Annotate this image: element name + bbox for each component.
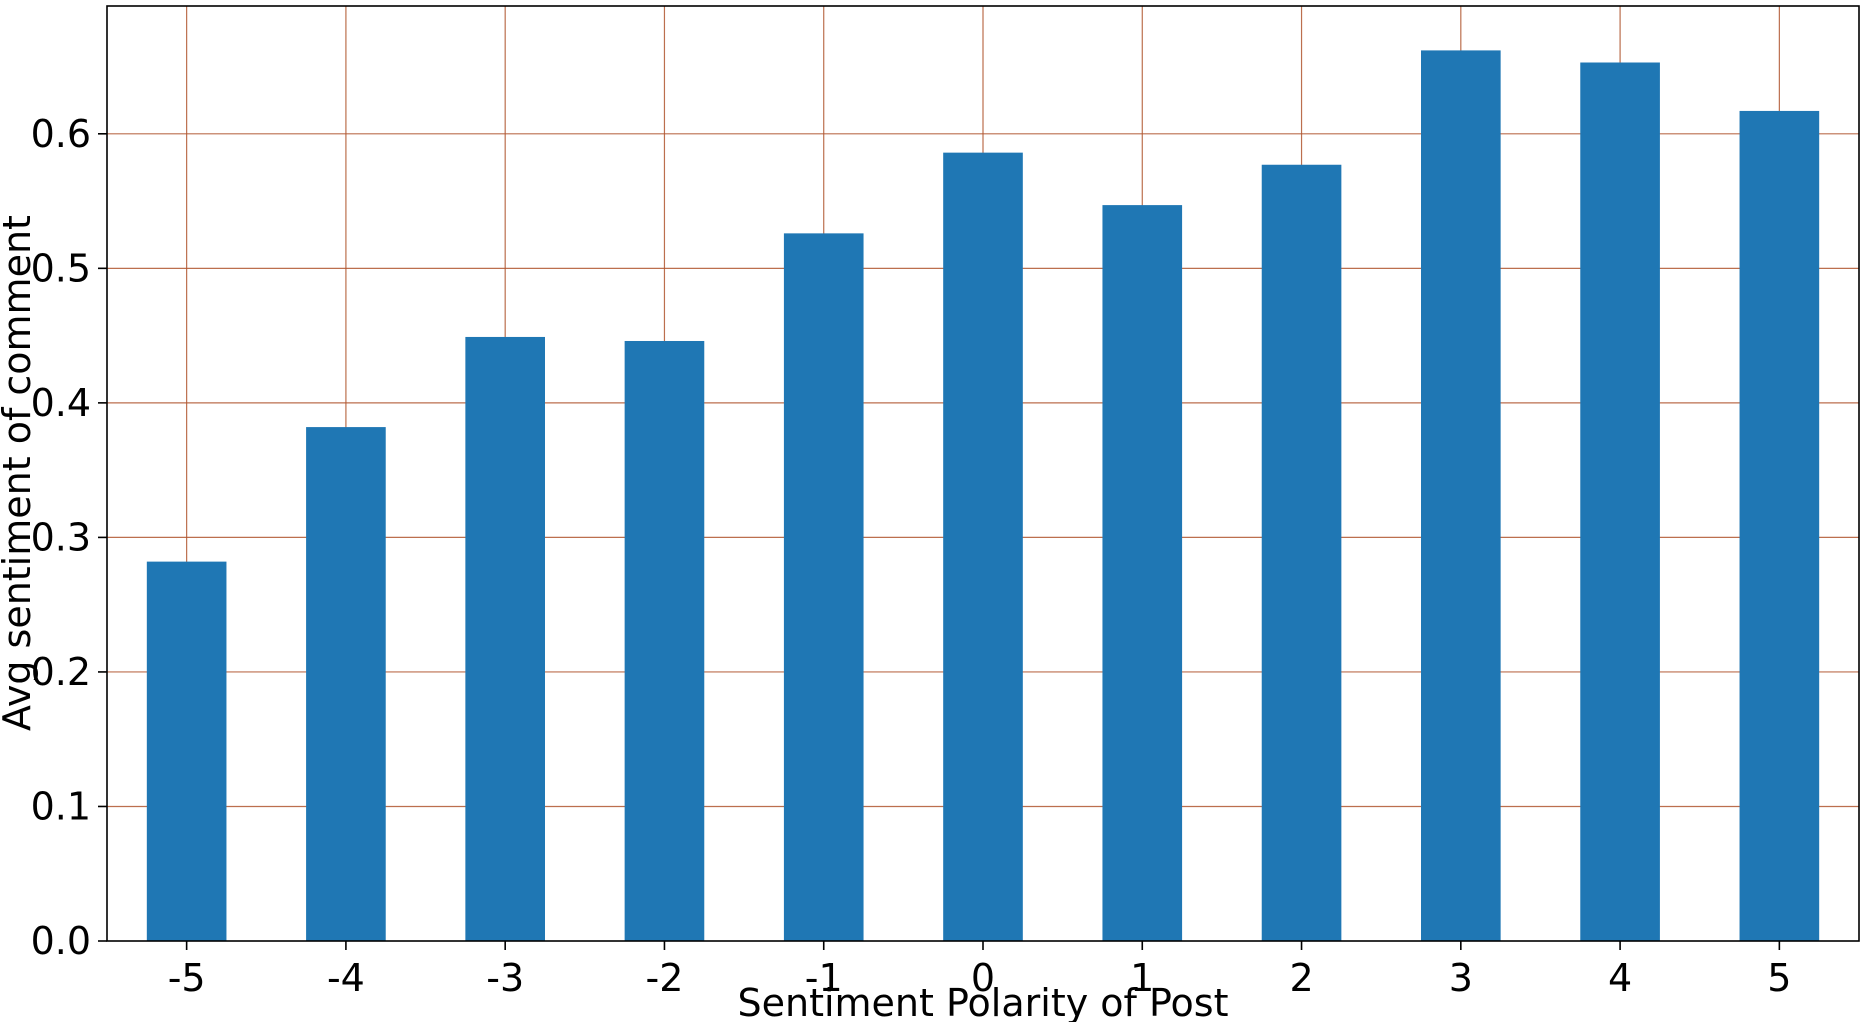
bar-0 — [943, 152, 1023, 942]
x-tick-label: -5 — [168, 956, 206, 1000]
bar-2 — [1261, 164, 1342, 942]
x-tick-label: -3 — [486, 956, 524, 1000]
x-tick-label: 5 — [1767, 956, 1791, 1000]
bars — [146, 50, 1820, 942]
y-axis-ticks: 0.0 0.1 0.2 0.3 0.4 0.5 0.6 — [31, 112, 107, 963]
bar--5 — [146, 561, 227, 941]
x-tick-label: -4 — [327, 956, 365, 1000]
y-tick-label: 0.0 — [31, 919, 91, 963]
bar--4 — [306, 427, 386, 942]
x-tick-label: -1 — [805, 956, 843, 1000]
bar-3 — [1421, 50, 1501, 941]
bar-1 — [1102, 205, 1183, 941]
x-tick-label: 0 — [971, 956, 995, 1000]
y-tick-label: 0.6 — [31, 112, 91, 156]
x-tick-label: -2 — [646, 956, 684, 1000]
y-tick-label: 0.5 — [31, 246, 91, 290]
x-axis-label: Sentiment Polarity of Post — [737, 981, 1228, 1022]
x-axis-ticks: -5 -4 -3 -2 -1 0 1 2 3 4 5 — [168, 941, 1791, 1000]
y-axis-label: Avg sentiment of comment — [0, 215, 39, 731]
x-tick-label: 2 — [1289, 956, 1313, 1000]
x-tick-label: 1 — [1130, 956, 1154, 1000]
bar--3 — [465, 336, 545, 941]
x-tick-label: 4 — [1608, 956, 1632, 1000]
bar--1 — [783, 233, 864, 941]
y-tick-label: 0.4 — [31, 381, 91, 425]
y-tick-label: 0.2 — [31, 650, 91, 694]
bar-5 — [1739, 110, 1820, 942]
bar--2 — [624, 340, 705, 942]
y-tick-label: 0.1 — [31, 784, 91, 828]
y-tick-label: 0.3 — [31, 515, 91, 559]
bar-4 — [1580, 62, 1660, 941]
x-tick-label: 3 — [1449, 956, 1473, 1000]
